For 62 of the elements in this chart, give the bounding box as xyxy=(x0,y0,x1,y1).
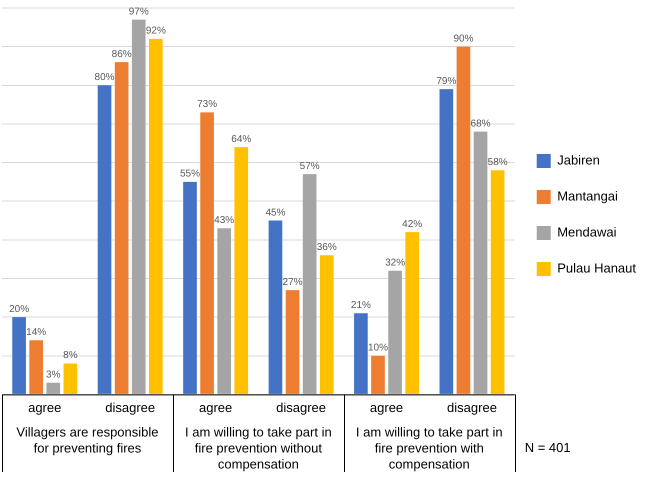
data-label: 27% xyxy=(282,276,303,288)
legend-label: Mantangai xyxy=(557,188,618,204)
text: N = 401 xyxy=(524,440,571,456)
bar xyxy=(371,356,385,394)
data-label: 86% xyxy=(112,48,132,60)
bar xyxy=(148,38,163,394)
legend-label: Jabiren xyxy=(557,152,600,168)
bar xyxy=(286,290,300,394)
bar xyxy=(268,220,282,394)
data-label: 32% xyxy=(385,258,406,268)
bar xyxy=(12,317,26,394)
data-label: 97% xyxy=(128,6,149,18)
text: Villagers are responsible for preventing fires xyxy=(16,424,159,456)
data-label: 64% xyxy=(231,134,252,145)
data-label: 90% xyxy=(453,33,474,44)
data-label: 43% xyxy=(214,215,234,226)
data-label: 92% xyxy=(146,26,166,37)
data-label: 14% xyxy=(26,327,46,338)
bar xyxy=(490,170,504,394)
legend-label: Pulau Hanaut xyxy=(557,260,636,276)
data-label: 45% xyxy=(265,207,286,218)
data-label: 73% xyxy=(197,99,218,110)
bar xyxy=(388,270,402,394)
bar xyxy=(98,85,112,394)
bar xyxy=(234,147,248,394)
bar xyxy=(302,174,316,394)
data-label: 58% xyxy=(488,157,508,168)
bar xyxy=(64,363,78,394)
x-tick-label: agree xyxy=(199,400,232,415)
x-tick-label: disagree xyxy=(276,400,326,415)
bar xyxy=(29,340,44,394)
data-label: 8% xyxy=(63,350,78,362)
bar xyxy=(183,182,197,394)
data-label: 36% xyxy=(316,242,337,254)
data-label: 79% xyxy=(436,76,456,87)
bar xyxy=(217,228,232,394)
x-tick-label: agree xyxy=(370,400,404,415)
data-label: 80% xyxy=(94,72,115,84)
bar xyxy=(474,132,488,394)
legend-label: Mendawai xyxy=(557,224,617,240)
data-label: 3% xyxy=(46,370,61,381)
bar xyxy=(440,89,454,394)
data-label: 10% xyxy=(368,342,388,354)
data-label: 57% xyxy=(300,160,320,172)
data-label: 55% xyxy=(180,168,200,180)
data-label: 20% xyxy=(9,304,30,315)
bar xyxy=(114,62,128,394)
data-label: 42% xyxy=(402,218,422,230)
data-label: 21% xyxy=(350,300,372,312)
data-label: 68% xyxy=(470,118,491,130)
x-tick-label: agree xyxy=(28,400,62,415)
bar xyxy=(354,313,368,394)
bar xyxy=(405,232,420,394)
text: I am willing to take part in fire prevention with compensation xyxy=(356,424,503,472)
text: I am willing to take part in fire prevention without compensation xyxy=(185,424,332,472)
bar xyxy=(132,20,146,394)
x-tick-label: disagree xyxy=(447,400,497,415)
x-tick-label: disagree xyxy=(105,400,156,415)
bar xyxy=(320,255,334,394)
bar xyxy=(200,112,214,394)
bar xyxy=(46,382,60,394)
bar xyxy=(456,46,470,394)
